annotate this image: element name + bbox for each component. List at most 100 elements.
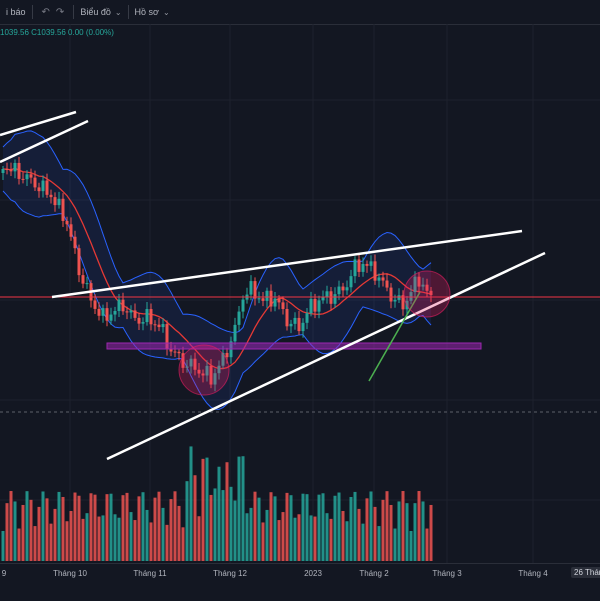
time-axis-cursor-label: 26 Thán [571,567,600,578]
chart-menu-button[interactable]: Biểu đồ ⌄ [74,0,127,24]
volume-bar [233,500,237,561]
volume-bar [301,493,305,561]
candle-body [397,295,401,300]
volume-bar [317,494,321,561]
profile-menu-button[interactable]: Hồ sơ ⌄ [129,0,176,24]
support-zone [106,342,482,350]
toolbar-divider [73,5,75,19]
volume-bar [49,523,53,561]
volume-bar [225,462,229,561]
candle-body [377,277,381,281]
volume-bar [221,490,225,561]
candle-body [297,317,301,332]
volume-bar [25,491,29,561]
time-axis-label: 9 [1,569,7,578]
chart-grid [0,24,600,563]
volume-bar [77,495,81,561]
time-axis-label: Tháng 12 [213,569,247,578]
candle-body [321,297,325,301]
volume-bar [265,509,269,561]
undo-icon[interactable]: ↶ [41,6,50,18]
volume-bar [165,524,169,561]
volume-bar [69,510,73,561]
candle-body [309,298,313,314]
volume-bar [37,506,41,561]
volume-bar [345,521,349,561]
volume-bar [205,457,209,561]
candle-body [169,348,173,352]
bollinger-band-area [3,130,431,410]
volume-bar [397,501,401,561]
candle-body [129,310,133,313]
redo-icon[interactable]: ↷ [55,6,65,18]
candle-body [401,295,405,310]
moving-average-line [2,167,432,370]
volume-bar [289,495,293,561]
candle-body [417,276,421,287]
candle-body [237,311,241,325]
candle-body [1,169,5,173]
candle-body [97,308,101,316]
volume-bar [321,493,325,561]
volume-bar [309,515,313,561]
volume-bar [181,527,185,561]
volume-bar [249,507,253,561]
report-label: i báo [6,7,26,17]
drawing-overlays [0,110,600,461]
volume-bar [333,495,337,561]
candle-body [213,373,217,385]
candle-body [181,353,185,368]
ohlc-legend: 1039.56 C1039.56 0.00 (0.00%) [0,28,117,37]
volume-bar [73,492,77,561]
volume-bar [241,456,245,561]
volume-bar [113,514,117,561]
candle-body [369,261,373,266]
candle-body [389,287,393,302]
candle-body [45,180,49,195]
candle-body [225,352,229,358]
volume-bar [145,509,149,561]
candle-body [145,309,149,323]
volume-bar [65,521,69,561]
price-chart[interactable] [0,24,600,563]
ohlc-values: 1039.56 C1039.56 0.00 (0.00%) [0,28,114,37]
time-axis-label: Tháng 4 [518,569,548,578]
candle-body [25,174,29,180]
candle-body [165,324,169,349]
volume-bar [381,499,385,561]
candle-body [177,351,181,354]
volume-bar [53,508,57,561]
highlight-circle [403,270,451,318]
volume-bar [425,528,429,561]
candle-body [365,263,369,266]
volume-bar [89,493,93,561]
volume-bar [133,520,137,561]
volume-bar [149,522,153,561]
candle-body [161,324,165,328]
chevron-down-icon: ⌄ [114,7,122,17]
volume-bar [41,491,45,561]
volume-bar [357,508,361,561]
trendline [0,110,77,137]
volume-bar [269,492,273,561]
candle-body [125,311,129,313]
candle-body [117,299,121,311]
candle-body [173,351,177,353]
report-button[interactable]: i báo [0,0,32,24]
trendline [0,119,89,164]
volume-bar [313,516,317,561]
volume-bar [377,526,381,561]
candle-body [57,198,61,206]
volume-bar [385,491,389,561]
candle-body [157,324,161,328]
candle-body [337,286,341,295]
time-axis[interactable]: 9 Tháng 10 Tháng 11 Tháng 12 2023 Tháng … [0,563,600,601]
candle-body [421,284,425,287]
volume-bar [57,491,61,561]
candle-body [341,286,345,291]
time-axis-label: Tháng 3 [432,569,462,578]
candle-body [185,366,189,368]
candle-body [305,313,309,323]
time-axis-label: Tháng 2 [359,569,389,578]
candle-body [189,358,193,367]
